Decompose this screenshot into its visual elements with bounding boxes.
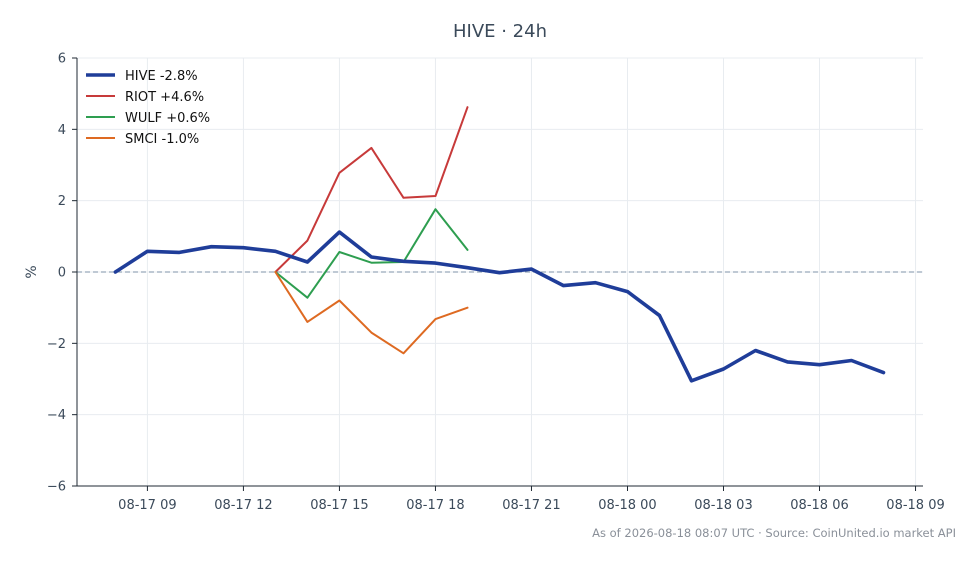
x-tick-label: 08-17 18 — [406, 498, 464, 513]
x-tick-label: 08-17 09 — [118, 498, 176, 513]
y-tick-label: 2 — [58, 194, 66, 209]
grid — [77, 57, 923, 487]
legend-label: HIVE -2.8% — [125, 69, 198, 84]
x-tick-label: 08-18 06 — [790, 498, 848, 513]
legend-label: SMCI -1.0% — [125, 132, 199, 147]
chart-title: HIVE · 24h — [453, 21, 547, 42]
x-tick-label: 08-17 21 — [502, 498, 560, 513]
x-tick-label: 08-17 12 — [214, 498, 272, 513]
y-tick-label: 0 — [58, 266, 66, 281]
y-tick-label: −2 — [47, 337, 66, 352]
legend: HIVE -2.8% RIOT +4.6% WULF +0.6% SMCI -1.0% — [86, 69, 210, 147]
footer-source-note: As of 2026-08-18 08:07 UTC · Source: Coi… — [592, 526, 956, 540]
y-tick-label: −6 — [47, 480, 66, 495]
x-tick-label: 08-18 00 — [598, 498, 656, 513]
axes — [72, 57, 923, 491]
series-line-riot — [274, 106, 469, 273]
y-axis-label: % — [24, 265, 40, 278]
x-tick-label: 08-17 15 — [310, 498, 368, 513]
legend-label: WULF +0.6% — [125, 111, 210, 126]
series-line-hive — [113, 230, 886, 383]
x-tick-label: 08-18 03 — [694, 498, 752, 513]
series-line-wulf — [274, 208, 469, 299]
x-tick-label: 08-18 09 — [886, 498, 944, 513]
y-tick-label: 4 — [58, 123, 66, 138]
series-line-smci — [274, 271, 469, 355]
tick-labels: −6 −4 −2 0 2 4 6 08-17 09 08-17 12 08-17 15 08-17 … — [47, 52, 945, 514]
legend-label: RIOT +4.6% — [125, 90, 204, 105]
y-tick-label: −4 — [47, 408, 66, 423]
series-layer — [113, 106, 886, 383]
y-tick-label: 6 — [58, 52, 66, 67]
